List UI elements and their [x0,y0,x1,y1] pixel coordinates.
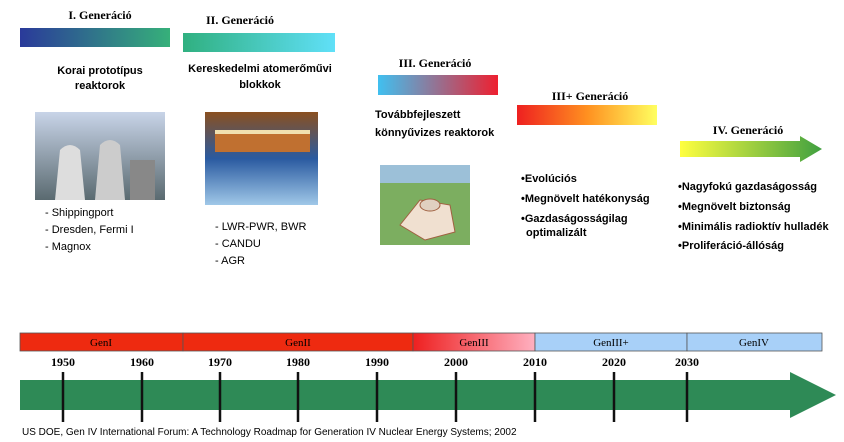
gen-bar [378,75,498,95]
year-label: 2000 [444,355,468,369]
gen-item: - Shippingport [45,207,114,219]
year-label: 1980 [286,355,310,369]
year-label: 2020 [602,355,626,369]
gen-title: I. Generáció [68,8,131,22]
year-label: 2010 [523,355,547,369]
gen-description: reaktorok [75,80,126,92]
gen-item: - LWR-PWR, BWR [215,221,307,233]
gen-item: •Gazdaságosságilag [521,213,628,225]
gen-item: - AGR [215,255,245,267]
gen-bar [183,33,335,52]
gen-bar [517,105,657,125]
gen-description: Továbbfejleszett [375,109,461,121]
era-bar [19,332,823,352]
gen-item: •Nagyfokú gazdaságosság [678,181,817,193]
gen-description: blokkok [239,79,281,91]
gen-item: optimalizált [526,227,587,239]
gen-item: - CANDU [215,238,261,250]
era-label: GenIII [459,337,489,349]
year-label: 2030 [675,355,699,369]
gen-bar [20,28,170,47]
gen-description: könnyűvizes reaktorok [375,127,495,139]
era-label: GenIV [739,337,769,349]
year-label: 1950 [51,355,75,369]
gen-title: III. Generáció [399,56,472,70]
reactor-illustration [380,165,470,245]
source-caption: US DOE, Gen IV International Forum: A Te… [22,427,517,438]
gen-item: •Proliferáció-állóság [678,240,784,252]
gen-description: Kereskedelmi atomerőművi [188,63,332,75]
era-label: GenII [285,337,311,349]
gen-item: - Magnox [45,241,91,253]
year-label: 1990 [365,355,389,369]
gen-title: IV. Generáció [713,123,783,137]
gen-item: •Megnövelt hatékonyság [521,193,650,205]
gen-item: •Minimális radioktív hulladék [678,221,829,233]
year-label: 1960 [130,355,154,369]
gen-arrow [680,136,822,162]
gen-description: Korai prototípus [57,65,143,77]
gen-item: •Megnövelt biztonság [678,201,791,213]
time-arrow [20,372,836,418]
gen-item: •Evolúciós [521,173,577,185]
gen-item: - Dresden, Fermi I [45,224,134,236]
year-label: 1970 [208,355,232,369]
era-label: GenI [90,337,112,349]
reactor-photo [205,112,318,205]
gen-title: II. Generáció [206,13,274,27]
reactor-photo [35,112,165,200]
gen-title: III+ Generáció [552,89,629,103]
era-label: GenIII+ [593,337,629,349]
